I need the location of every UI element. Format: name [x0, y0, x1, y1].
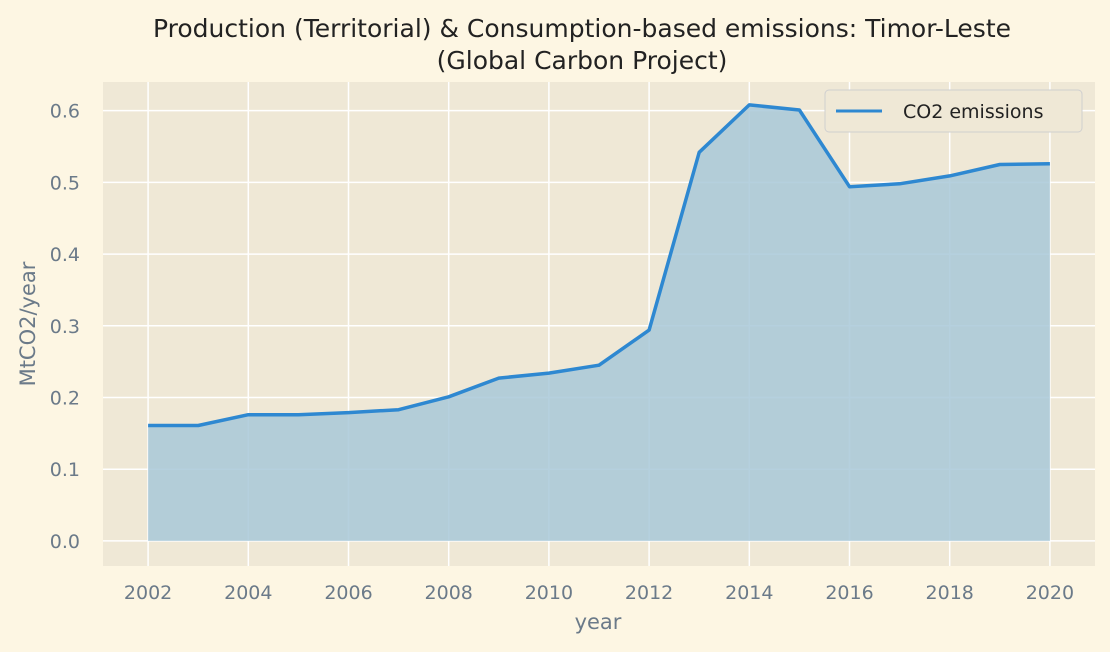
y-tick-label: 0.6 [50, 101, 80, 123]
x-tick-label: 2008 [425, 582, 473, 604]
legend: CO2 emissions [824, 89, 1083, 133]
legend-box [824, 89, 1083, 133]
y-axis-label: MtCO2/year [16, 261, 40, 386]
y-tick-label: 0.4 [50, 244, 80, 266]
x-tick-labels: 2002 2004 2006 2008 2010 2012 2014 2016 2018 2020 [124, 582, 1074, 604]
data-point [296, 413, 300, 417]
chart-title-line-2: (Global Carbon Project) [437, 46, 728, 75]
x-tick-label: 2018 [926, 582, 974, 604]
data-point [848, 185, 852, 189]
data-point [146, 423, 150, 427]
data-point [397, 408, 401, 412]
data-point [948, 174, 952, 178]
x-axis-label: year [575, 610, 622, 634]
data-point [346, 411, 350, 415]
data-point [898, 182, 902, 186]
data-point [447, 395, 451, 399]
x-tick-label: 2020 [1026, 582, 1074, 604]
data-point [647, 328, 651, 332]
data-point [747, 103, 751, 107]
x-tick-label: 2014 [725, 582, 773, 604]
y-tick-labels: 0.0 0.1 0.2 0.3 0.4 0.5 0.6 [50, 101, 80, 553]
area-fill [148, 104, 1050, 541]
x-tick-label: 2016 [825, 582, 873, 604]
data-point [196, 423, 200, 427]
y-tick-label: 0.1 [50, 459, 80, 481]
series-line [148, 103, 1050, 428]
y-tick-label: 0.3 [50, 316, 80, 338]
data-point [497, 376, 501, 380]
legend-label: CO2 emissions [903, 101, 1043, 123]
data-point [597, 363, 601, 367]
x-tick-label: 2004 [224, 582, 272, 604]
x-tick-label: 2006 [324, 582, 372, 604]
data-point [1048, 162, 1052, 166]
x-tick-label: 2002 [124, 582, 172, 604]
data-point [246, 413, 250, 417]
x-tick-label: 2012 [625, 582, 673, 604]
y-tick-label: 0.0 [50, 531, 80, 553]
data-point [998, 162, 1002, 166]
y-tick-label: 0.5 [50, 172, 80, 194]
chart-title-line-1: Production (Territorial) & Consumption-b… [153, 14, 1011, 43]
data-point [547, 371, 551, 375]
data-point [697, 150, 701, 154]
data-point [797, 108, 801, 112]
y-tick-label: 0.2 [50, 387, 80, 409]
x-tick-label: 2010 [525, 582, 573, 604]
